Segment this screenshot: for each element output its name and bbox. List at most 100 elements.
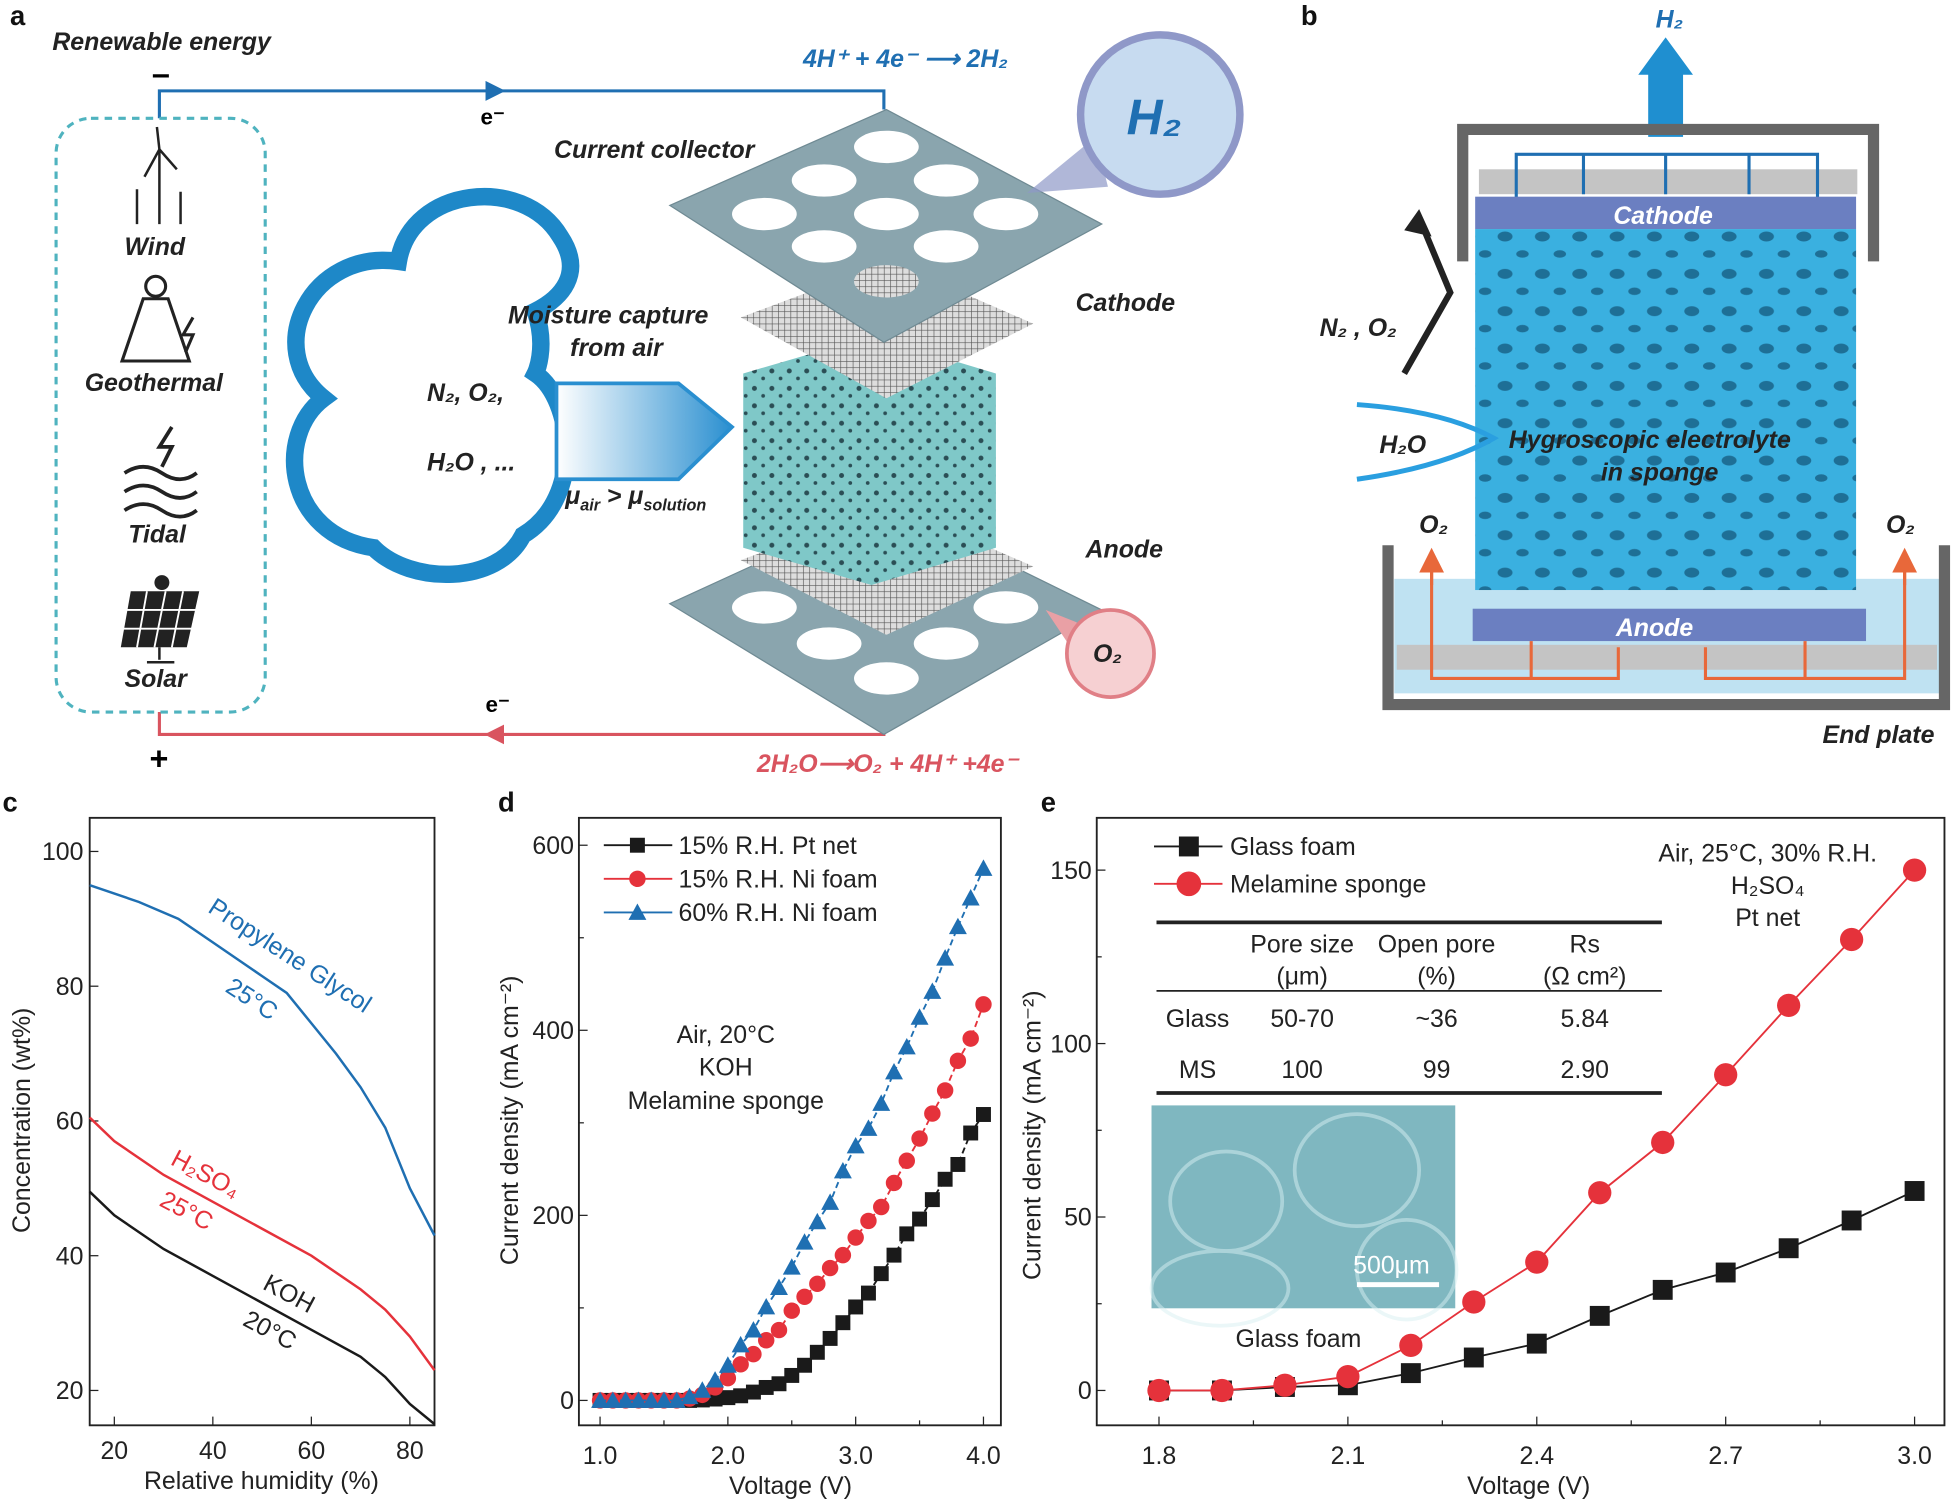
condition-line-1-e: Air, 25°C, 30% R.H. bbox=[1658, 839, 1877, 867]
top-end-plate bbox=[1457, 123, 1880, 262]
data-point-60-r-h-ni-foam bbox=[655, 1391, 673, 1408]
data-point-60-r-h-ni-foam bbox=[872, 1094, 891, 1111]
inset-caption: Glass foam bbox=[1236, 1325, 1362, 1353]
cathode-electrode-label: Cathode bbox=[1613, 202, 1713, 230]
h2-outlet-arrow bbox=[1638, 37, 1694, 137]
legend-marker-60-r-h-ni-foam bbox=[628, 903, 647, 920]
data-point-15-r-h-pt-net bbox=[899, 1226, 915, 1242]
data-point-15-r-h-ni-foam bbox=[732, 1356, 749, 1373]
n2-o2-arrowhead bbox=[1404, 209, 1432, 237]
h2-bubble-text: H₂ bbox=[1127, 89, 1182, 145]
x-tick-label-e: 2.4 bbox=[1519, 1442, 1554, 1470]
x-tick-label-e: 3.0 bbox=[1897, 1442, 1932, 1470]
y-tick-label-e: 50 bbox=[1064, 1204, 1092, 1232]
legend-label-60-r-h-ni-foam: 60% R.H. Ni foam bbox=[678, 899, 877, 927]
annotation-h2so4-temp: 25°C bbox=[155, 1186, 217, 1237]
data-point-glass-foam bbox=[1652, 1279, 1673, 1300]
data-point-60-r-h-ni-foam bbox=[846, 1136, 865, 1154]
data-point-15-r-h-ni-foam bbox=[847, 1229, 864, 1246]
y-tick-label-d: 0 bbox=[560, 1387, 574, 1415]
scale-bar bbox=[1356, 1282, 1440, 1288]
data-point-60-r-h-ni-foam bbox=[642, 1391, 661, 1408]
x-axis-label-e: Voltage (V) bbox=[1467, 1472, 1590, 1500]
data-point-melamine-sponge bbox=[1777, 993, 1801, 1018]
data-point-60-r-h-ni-foam bbox=[731, 1335, 750, 1353]
table-header-cell: (μm) bbox=[1276, 963, 1328, 991]
y-tick-label-e: 0 bbox=[1078, 1377, 1092, 1405]
condition-line-3-d: Melamine sponge bbox=[628, 1087, 824, 1115]
n2-o2-label: N₂ , O₂ bbox=[1320, 314, 1397, 342]
data-point-melamine-sponge bbox=[1525, 1250, 1549, 1274]
data-point-15-r-h-ni-foam bbox=[745, 1345, 762, 1363]
geothermal-icon bbox=[119, 274, 196, 363]
data-point-60-r-h-ni-foam bbox=[974, 859, 993, 876]
h2o-intake-arrow bbox=[1356, 402, 1499, 482]
table-header-cell: Pore size bbox=[1250, 930, 1354, 958]
data-point-60-r-h-ni-foam bbox=[718, 1356, 737, 1373]
x-tick-label-e: 2.1 bbox=[1331, 1442, 1366, 1470]
data-point-60-r-h-ni-foam bbox=[706, 1371, 725, 1388]
energy-sources-box bbox=[54, 116, 267, 714]
data-point-15-r-h-ni-foam bbox=[949, 1052, 967, 1070]
chart-c: c Relative humidity (%) Concentration (w… bbox=[3, 787, 436, 1495]
data-point-15-r-h-ni-foam bbox=[821, 1259, 839, 1277]
table-header-cell: (%) bbox=[1417, 963, 1456, 991]
source-label-wind: Wind bbox=[125, 233, 186, 261]
air-cloud bbox=[285, 188, 580, 583]
data-point-melamine-sponge bbox=[1210, 1378, 1234, 1403]
data-point-melamine-sponge bbox=[1588, 1181, 1612, 1205]
data-point-60-r-h-ni-foam bbox=[629, 1391, 648, 1408]
o2-bubble bbox=[1065, 608, 1156, 699]
o2-label-left: O₂ bbox=[1419, 511, 1448, 539]
data-point-15-r-h-pt-net bbox=[797, 1357, 813, 1373]
data-point-60-r-h-ni-foam bbox=[808, 1212, 827, 1230]
anode-electrode bbox=[1472, 608, 1867, 642]
data-point-15-r-h-pt-net bbox=[886, 1247, 902, 1263]
data-point-15-r-h-pt-net bbox=[848, 1299, 864, 1315]
data-point-60-r-h-ni-foam bbox=[770, 1278, 788, 1295]
x-axis-label-d: Voltage (V) bbox=[729, 1472, 852, 1500]
cathode-label: Cathode bbox=[1076, 289, 1176, 317]
table-header-cell: Open pore bbox=[1378, 930, 1496, 958]
anode-gas-channels bbox=[1430, 553, 1907, 680]
collector-holes-top bbox=[732, 130, 1039, 298]
table-cell: 2.90 bbox=[1561, 1056, 1609, 1084]
data-point-60-r-h-ni-foam bbox=[616, 1391, 635, 1408]
panel-a: a Renewable energy – + e⁻ e⁻ 4H⁺ + 4e⁻ ⟶… bbox=[10, 0, 1244, 778]
data-point-15-r-h-ni-foam bbox=[962, 1030, 979, 1047]
x-tick-label-e: 1.8 bbox=[1142, 1442, 1177, 1470]
o2-bubble-text: O₂ bbox=[1093, 640, 1122, 668]
data-point-15-r-h-ni-foam bbox=[757, 1332, 775, 1349]
data-point-15-r-h-pt-net bbox=[835, 1315, 851, 1331]
data-point-60-r-h-ni-foam bbox=[859, 1119, 878, 1136]
condition-line-3-e: Pt net bbox=[1735, 904, 1800, 932]
solar-icon bbox=[120, 575, 200, 664]
data-point-15-r-h-ni-foam bbox=[783, 1302, 800, 1319]
x-tick-label-d: 1.0 bbox=[583, 1442, 618, 1470]
panel-label-a: a bbox=[10, 0, 26, 31]
legend-marker-melamine-sponge bbox=[1176, 871, 1202, 897]
panel-label-b: b bbox=[1301, 0, 1318, 31]
data-point-15-r-h-pt-net bbox=[745, 1384, 761, 1400]
y-axis-label-e: Current density (mA cm⁻²) bbox=[1019, 990, 1047, 1280]
y-axis-label-c: Concentration (wt%) bbox=[8, 1008, 36, 1233]
annotation-koh: KOH bbox=[259, 1269, 320, 1319]
y-tick-label-c: 20 bbox=[56, 1377, 84, 1405]
legend-marker-15-r-h-ni-foam bbox=[629, 870, 646, 888]
cloud-gases-line2: H₂O , ... bbox=[427, 449, 515, 477]
moisture-label-line1: Moisture capture bbox=[508, 302, 709, 330]
anode-label: Anode bbox=[1085, 536, 1164, 564]
data-point-60-r-h-ni-foam bbox=[821, 1193, 840, 1210]
panel-b: b H₂ Cathode Hygroscopic electrolyte in … bbox=[1301, 0, 1951, 749]
data-point-60-r-h-ni-foam bbox=[885, 1062, 903, 1080]
annotation-koh-temp: 20°C bbox=[239, 1305, 301, 1356]
data-point-15-r-h-pt-net bbox=[976, 1107, 991, 1122]
data-point-15-r-h-pt-net bbox=[963, 1125, 979, 1141]
legend-label-15-r-h-pt-net: 15% R.H. Pt net bbox=[678, 832, 856, 860]
o2-label-right: O₂ bbox=[1886, 511, 1915, 539]
electron-wire-bottom bbox=[157, 712, 886, 736]
cathode-spacers bbox=[1478, 169, 1858, 195]
h2o-label: H₂O bbox=[1379, 431, 1426, 459]
y-tick-label-c: 100 bbox=[42, 838, 84, 866]
data-point-15-r-h-ni-foam bbox=[860, 1212, 877, 1230]
